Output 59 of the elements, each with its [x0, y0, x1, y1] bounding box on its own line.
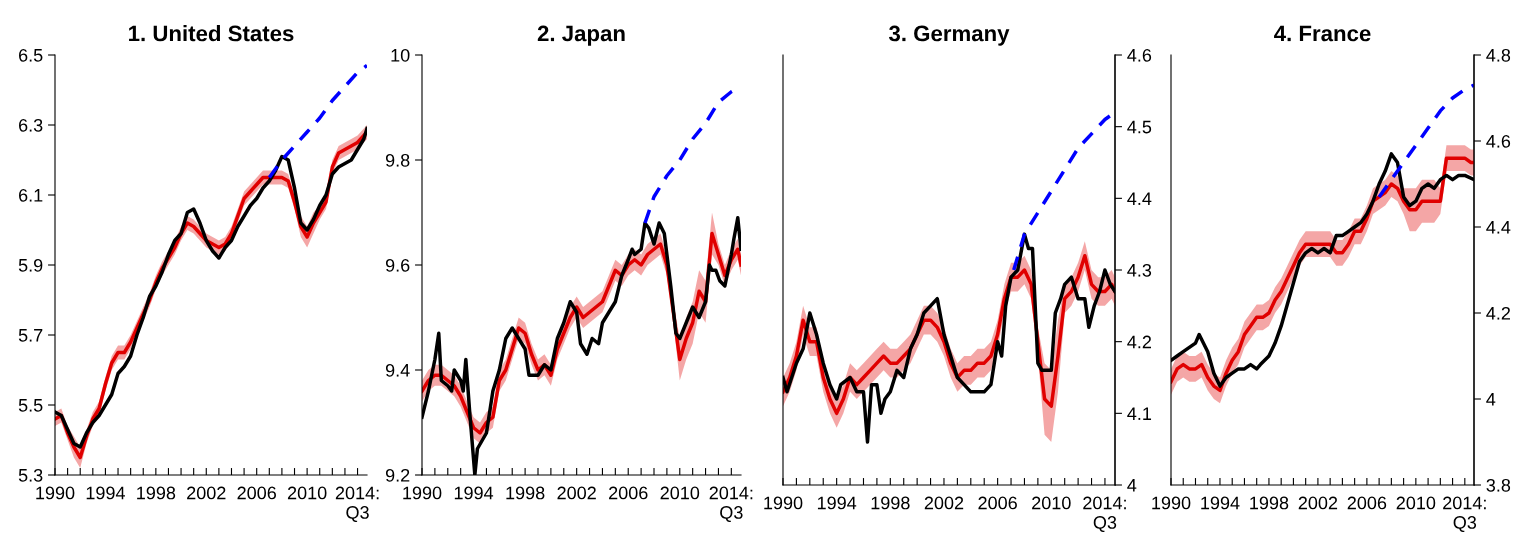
x-tick-label: 1990 [36, 486, 75, 500]
x-tick-label: 2002 [187, 486, 226, 500]
x-tick-label: 1998 [1250, 496, 1289, 510]
x-tick-label: 1998 [137, 486, 176, 500]
x-tick-label: 1998 [506, 486, 545, 500]
x-tick-label: 2014: Q3 [1083, 496, 1126, 533]
y-tick-label: 5.7 [18, 329, 43, 342]
y-tick-label: 10 [391, 48, 410, 62]
y2-tick-label: 4.6 [1486, 134, 1511, 148]
y-tick-label: 9.8 [385, 153, 410, 167]
x-tick-label: 2010 [1396, 496, 1436, 510]
y-tick-label: 6.5 [19, 48, 43, 62]
line-series [1377, 83, 1474, 199]
y2-tick-label: 4.3 [1127, 263, 1152, 277]
y-tick-label: 5.5 [18, 399, 43, 412]
y-tick-label: 9.2 [385, 468, 410, 482]
x-tick-label: 2014: Q3 [709, 486, 753, 523]
x-tick-label: 2006 [237, 486, 276, 500]
chart-title: 4. France [1274, 25, 1371, 42]
chart-title: 1. United States [129, 25, 294, 42]
y2-tick-label: 4.6 [1127, 48, 1152, 62]
x-tick-label: 1994 [817, 496, 857, 510]
y2-tick-label: 4.1 [1127, 407, 1152, 420]
y-tick-label: 5.9 [18, 258, 43, 272]
line-series [267, 63, 367, 180]
y-tick-label: 6.3 [19, 118, 43, 132]
x-tick-label: 2010 [1032, 496, 1071, 510]
x-tick-label: 1990 [403, 486, 442, 500]
x-tick-label: 2014: Q3 [335, 486, 379, 523]
y-tick-label: 9.6 [385, 258, 410, 272]
x-tick-label: 2010 [660, 486, 700, 500]
y2-tick-label: 4.4 [1127, 192, 1152, 205]
x-tick-label: 1990 [1152, 496, 1191, 510]
x-tick-label: 1998 [871, 496, 910, 510]
x-tick-label: 2014: Q3 [1443, 496, 1486, 533]
x-tick-label: 1994 [1201, 496, 1240, 510]
y2-tick-label: 4.4 [1486, 221, 1511, 234]
x-tick-label: 2002 [557, 486, 596, 500]
x-tick-label: 2006 [1347, 496, 1387, 510]
y-tick-label: 6.1 [19, 188, 43, 202]
y2-tick-label: 4 [1127, 479, 1137, 492]
x-tick-label: 2006 [978, 496, 1017, 510]
x-tick-label: 2010 [287, 486, 327, 500]
chart-title: 3. Germany [888, 25, 1010, 46]
y2-tick-label: 4.8 [1486, 48, 1511, 62]
y-tick-label: 5.3 [18, 468, 43, 482]
y-tick-label: 9.4 [385, 363, 410, 377]
y2-tick-label: 4.5 [1127, 120, 1152, 134]
x-tick-label: 2006 [609, 486, 648, 500]
x-tick-label: 1990 [764, 496, 803, 510]
y2-tick-label: 4.2 [1486, 306, 1510, 320]
x-tick-label: 1994 [86, 486, 125, 500]
x-tick-label: 2002 [924, 496, 964, 510]
x-tick-label: 1994 [454, 486, 494, 500]
x-tick-label: 2002 [1298, 496, 1338, 510]
y2-tick-label: 4 [1486, 393, 1496, 406]
y2-tick-label: 4.2 [1127, 335, 1151, 349]
chart-title: 2. Japan [537, 25, 625, 46]
y2-tick-label: 3.8 [1486, 478, 1511, 492]
